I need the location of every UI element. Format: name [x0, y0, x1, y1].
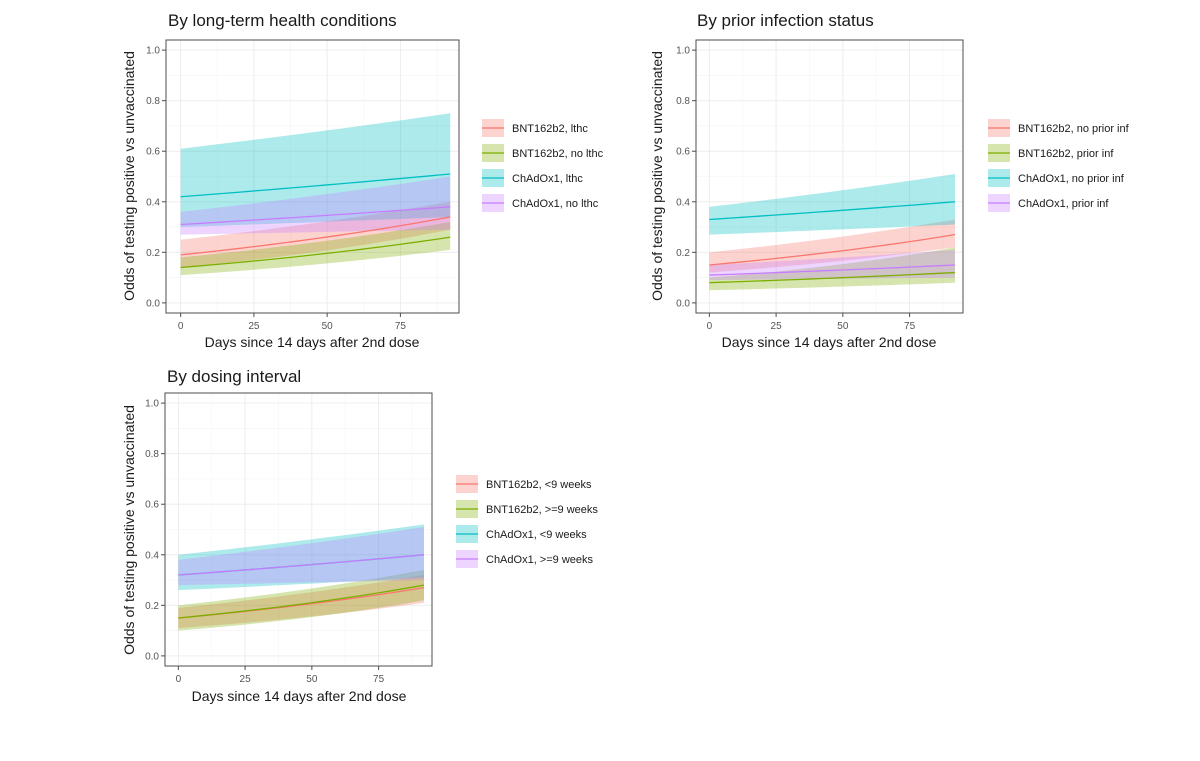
legend-label-1: BNT162b2, no prior inf — [1018, 123, 1130, 135]
legend-key-2 — [988, 144, 1010, 162]
series-line-1 — [709, 233, 956, 266]
x-tick-label: 25 — [771, 321, 783, 332]
y-tick-label: 0.4 — [145, 550, 159, 561]
ci-ribbon-3 — [180, 113, 451, 228]
plot-frame — [164, 392, 433, 667]
legend-key-2 — [456, 500, 478, 518]
chart-panel-1: 0.0 0.2 0.4 0.6 0.8 1.0 0 25 50 75 By long-term he… — [121, 11, 604, 350]
ci-ribbon-2 — [709, 247, 955, 291]
x-tick-label: 50 — [306, 674, 318, 685]
x-tick-label: 25 — [248, 321, 260, 332]
legend: BNT162b2, <9 weeks BNT162b2, >=9 weeks ChA… — [456, 475, 598, 568]
legend-key-1 — [456, 475, 478, 493]
y-tick-label: 0.4 — [676, 197, 690, 208]
legend-key-1 — [482, 119, 504, 137]
legend-key-4 — [988, 194, 1010, 212]
chart-title: By dosing interval — [167, 367, 301, 386]
y-tick-label: 0.2 — [146, 248, 160, 259]
x-axis-label: Days since 14 days after 2nd dose — [722, 334, 937, 350]
legend-key-1 — [988, 119, 1010, 137]
series-line-4 — [709, 264, 956, 276]
legend-key-2 — [482, 144, 504, 162]
x-tick-label: 50 — [837, 321, 849, 332]
gridlines — [696, 40, 963, 313]
x-tick-label: 75 — [373, 674, 385, 685]
ci-ribbon-1 — [178, 575, 424, 629]
x-tick-label: 0 — [178, 321, 184, 332]
legend-label-2: BNT162b2, prior inf — [1018, 148, 1114, 160]
y-tick-label: 1.0 — [676, 46, 690, 57]
legend-label-4: ChAdOx1, no lthc — [512, 198, 599, 210]
legend-label-1: BNT162b2, lthc — [512, 123, 588, 135]
legend: BNT162b2, lthc BNT162b2, no lthc ChAdOx1, … — [482, 119, 604, 212]
legend-label-1: BNT162b2, <9 weeks — [486, 479, 592, 491]
y-tick-label: 0.2 — [145, 601, 159, 612]
ci-ribbon-3 — [709, 173, 955, 235]
legend-key-4 — [456, 550, 478, 568]
y-axis-label: Odds of testing positive vs unvaccinated — [649, 51, 665, 301]
y-tick-label: 1.0 — [146, 46, 160, 57]
y-tick-label: 0.6 — [676, 147, 690, 158]
x-tick-label: 0 — [176, 674, 182, 685]
y-tick-label: 0.4 — [146, 197, 160, 208]
chart-panel-3: 0.0 0.2 0.4 0.6 0.8 1.0 0 25 50 75 By dosing inter… — [121, 367, 598, 704]
legend-label-4: ChAdOx1, >=9 weeks — [486, 554, 594, 566]
y-tick-label: 0.2 — [676, 248, 690, 259]
legend-label-3: ChAdOx1, <9 weeks — [486, 529, 587, 541]
series-line-4 — [178, 554, 425, 576]
y-tick-label: 0.0 — [146, 298, 160, 309]
plot-frame — [165, 39, 460, 314]
x-tick-label: 50 — [322, 321, 334, 332]
series-line-3 — [180, 173, 451, 198]
legend-label-3: ChAdOx1, no prior inf — [1018, 173, 1125, 185]
y-tick-label: 0.8 — [146, 96, 160, 107]
x-tick-label: 0 — [707, 321, 713, 332]
series-line-1 — [180, 216, 451, 256]
y-tick-label: 0.0 — [676, 298, 690, 309]
x-axis-label: Days since 14 days after 2nd dose — [192, 688, 407, 704]
y-tick-label: 0.8 — [145, 449, 159, 460]
gridlines — [166, 40, 459, 313]
chart-panel-2: 0.0 0.2 0.4 0.6 0.8 1.0 0 25 50 75 By prior infect… — [649, 11, 1130, 350]
legend-label-2: BNT162b2, no lthc — [512, 148, 604, 160]
legend-label-4: ChAdOx1, prior inf — [1018, 198, 1109, 210]
y-tick-label: 1.0 — [145, 399, 159, 410]
x-tick-label: 25 — [240, 674, 252, 685]
chart-title: By long-term health conditions — [168, 11, 397, 30]
chart-title: By prior infection status — [697, 11, 874, 30]
series-line-3 — [709, 201, 956, 221]
y-tick-label: 0.0 — [145, 651, 159, 662]
legend-key-3 — [456, 525, 478, 543]
legend-key-4 — [482, 194, 504, 212]
ci-ribbon-2 — [178, 569, 424, 631]
series-line-4 — [180, 206, 451, 226]
x-tick-label: 75 — [395, 321, 407, 332]
x-tick-label: 75 — [904, 321, 916, 332]
y-tick-label: 0.8 — [676, 96, 690, 107]
series-line-2 — [178, 584, 425, 619]
series-line-2 — [709, 271, 956, 284]
y-axis-label: Odds of testing positive vs unvaccinated — [121, 405, 137, 655]
ci-ribbon-1 — [180, 201, 451, 268]
legend-key-3 — [482, 169, 504, 187]
legend-label-2: BNT162b2, >=9 weeks — [486, 504, 598, 516]
legend: BNT162b2, no prior inf BNT162b2, prior in… — [988, 119, 1130, 212]
y-axis-label: Odds of testing positive vs unvaccinated — [121, 51, 137, 301]
plot-frame — [695, 39, 964, 314]
legend-label-3: ChAdOx1, lthc — [512, 173, 583, 185]
y-tick-label: 0.6 — [145, 500, 159, 511]
series-line-2 — [180, 236, 451, 269]
ci-ribbon-3 — [178, 524, 424, 591]
legend-key-3 — [988, 169, 1010, 187]
x-axis-label: Days since 14 days after 2nd dose — [205, 334, 420, 350]
y-tick-label: 0.6 — [146, 147, 160, 158]
